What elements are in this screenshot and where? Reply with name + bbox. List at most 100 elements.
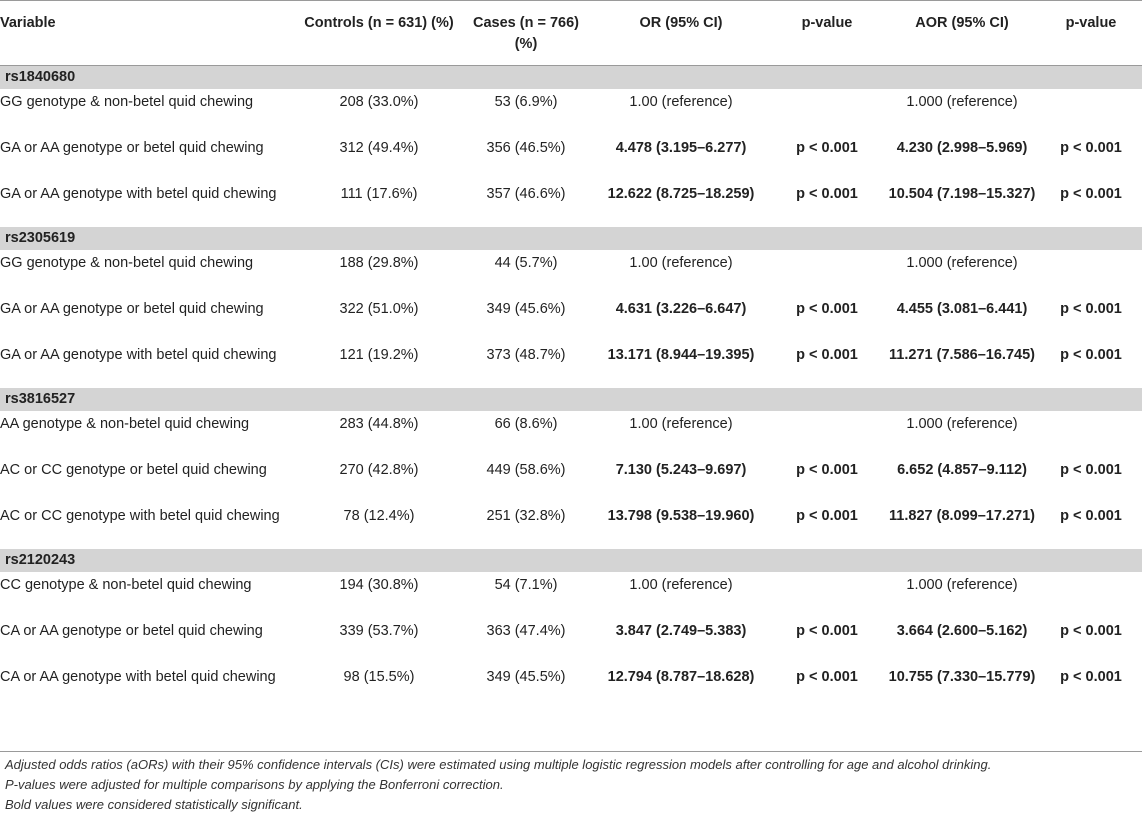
table-row: GA or AA genotype with betel quid chewin…	[0, 181, 1142, 227]
cell-variable: CC genotype & non-betel quid chewing	[0, 577, 252, 593]
cell-aor: 3.664 (2.600–5.162)	[896, 623, 1028, 639]
cell-cases: 66 (8.6%)	[494, 416, 558, 432]
cell-p1: p < 0.001	[796, 508, 858, 524]
cell-aor: 11.827 (8.099–17.271)	[889, 508, 1035, 524]
cell-p2: p < 0.001	[1060, 669, 1122, 685]
results-table: Variable Controls (n = 631) (%) Cases (n…	[0, 0, 1142, 711]
cell-p2: p < 0.001	[1060, 186, 1122, 202]
cell-aor: 1.000 (reference)	[906, 255, 1018, 271]
cell-variable: CA or AA genotype with betel quid chewin…	[0, 669, 276, 685]
section-header-row: rs1840680	[0, 65, 1142, 89]
cell-controls: 121 (19.2%)	[339, 347, 419, 363]
cell-or: 12.794 (8.787–18.628)	[607, 669, 755, 685]
cell-controls: 339 (53.7%)	[339, 623, 419, 639]
cell-p1: p < 0.001	[796, 347, 858, 363]
cell-aor: 1.000 (reference)	[906, 577, 1018, 593]
cell-or: 1.00 (reference)	[629, 577, 733, 593]
cell-p2: p < 0.001	[1060, 140, 1122, 156]
header-or: OR (95% CI)	[592, 0, 770, 66]
cell-controls: 188 (29.8%)	[339, 255, 419, 271]
cell-p1: p < 0.001	[796, 140, 858, 156]
cell-variable: GA or AA genotype or betel quid chewing	[0, 301, 264, 317]
table-row: CC genotype & non-betel quid chewing 194 …	[0, 572, 1142, 618]
cell-controls: 194 (30.8%)	[339, 577, 419, 593]
cell-or: 13.798 (9.538–19.960)	[607, 508, 755, 524]
cell-or: 4.478 (3.195–6.277)	[615, 140, 747, 156]
cell-p1: p < 0.001	[796, 301, 858, 317]
header-row: Variable Controls (n = 631) (%) Cases (n…	[0, 0, 1142, 66]
cell-p1: p < 0.001	[796, 462, 858, 478]
table-row: GG genotype & non-betel quid chewing 188 …	[0, 250, 1142, 296]
cell-controls: 98 (15.5%)	[343, 669, 415, 685]
cell-controls: 111 (17.6%)	[340, 186, 418, 202]
cell-p2: p < 0.001	[1060, 347, 1122, 363]
cell-controls: 78 (12.4%)	[343, 508, 415, 524]
section-header-row: rs2120243	[0, 549, 1142, 572]
cell-or: 3.847 (2.749–5.383)	[615, 623, 747, 639]
cell-aor: 11.271 (7.586–16.745)	[889, 347, 1035, 363]
cell-cases: 356 (46.5%)	[486, 140, 566, 156]
cell-cases: 449 (58.6%)	[486, 462, 566, 478]
cell-controls: 270 (42.8%)	[339, 462, 419, 478]
cell-cases: 349 (45.5%)	[486, 669, 566, 685]
table-row: GA or AA genotype or betel quid chewing 3…	[0, 296, 1142, 342]
cell-cases: 251 (32.8%)	[486, 508, 566, 524]
cell-variable: GA or AA genotype or betel quid chewing	[0, 140, 264, 156]
cell-aor: 6.652 (4.857–9.112)	[897, 462, 1027, 478]
footnote: Adjusted odds ratios (aORs) with their 9…	[5, 757, 992, 772]
header-aor: AOR (95% CI)	[884, 0, 1040, 66]
cell-or: 1.00 (reference)	[629, 94, 733, 110]
table-row: GG genotype & non-betel quid chewing 208 …	[0, 89, 1142, 135]
cell-p1: p < 0.001	[796, 623, 858, 639]
snp-section-title: rs1840680	[0, 65, 1142, 89]
footnote: Bold values were considered statisticall…	[5, 797, 303, 812]
cell-cases: 44 (5.7%)	[494, 255, 558, 271]
cell-variable: GA or AA genotype with betel quid chewin…	[0, 347, 277, 363]
cell-p1	[770, 572, 884, 618]
cell-controls: 322 (51.0%)	[339, 301, 419, 317]
cell-aor: 1.000 (reference)	[906, 416, 1018, 432]
cell-p1	[770, 250, 884, 296]
cell-aor: 1.000 (reference)	[906, 94, 1018, 110]
cell-p2	[1040, 411, 1142, 457]
cell-aor: 4.455 (3.081–6.441)	[896, 301, 1028, 317]
table-row: GA or AA genotype with betel quid chewin…	[0, 342, 1142, 388]
cell-p1	[770, 411, 884, 457]
snp-section-title: rs3816527	[0, 388, 1142, 411]
cell-or: 1.00 (reference)	[629, 416, 733, 432]
cell-cases: 54 (7.1%)	[494, 577, 558, 593]
cell-p2: p < 0.001	[1060, 508, 1122, 524]
cell-p2: p < 0.001	[1060, 462, 1122, 478]
cell-variable: AA genotype & non-betel quid chewing	[0, 416, 250, 432]
cell-controls: 312 (49.4%)	[339, 140, 419, 156]
cell-or: 12.622 (8.725–18.259)	[607, 186, 755, 202]
table-footnotes: Adjusted odds ratios (aORs) with their 9…	[0, 751, 1142, 815]
cell-controls: 208 (33.0%)	[339, 94, 419, 110]
cell-variable: CA or AA genotype or betel quid chewing	[0, 623, 263, 639]
header-controls: Controls (n = 631) (%)	[298, 0, 460, 66]
cell-variable: AC or CC genotype or betel quid chewing	[0, 462, 267, 478]
cell-p2: p < 0.001	[1060, 301, 1122, 317]
table-body: rs1840680 GG genotype & non-betel quid ch…	[0, 65, 1142, 711]
table-row: AC or CC genotype or betel quid chewing 2…	[0, 457, 1142, 503]
cell-variable: GA or AA genotype with betel quid chewin…	[0, 186, 277, 202]
cell-aor: 4.230 (2.998–5.969)	[896, 140, 1028, 156]
cell-cases: 349 (45.6%)	[486, 301, 566, 317]
cell-variable: GG genotype & non-betel quid chewing	[0, 255, 254, 271]
cell-p1: p < 0.001	[796, 186, 858, 202]
cell-cases: 363 (47.4%)	[486, 623, 566, 639]
section-header-row: rs2305619	[0, 227, 1142, 250]
cell-or: 4.631 (3.226–6.647)	[615, 301, 747, 317]
table-row: GA or AA genotype or betel quid chewing 3…	[0, 135, 1142, 181]
cell-or: 7.130 (5.243–9.697)	[615, 462, 747, 478]
table-row: AC or CC genotype with betel quid chewin…	[0, 503, 1142, 549]
snp-section-title: rs2305619	[0, 227, 1142, 250]
cell-p2	[1040, 250, 1142, 296]
cell-p2	[1040, 572, 1142, 618]
header-cases: Cases (n = 766) (%)	[460, 0, 592, 66]
cell-p1: p < 0.001	[796, 669, 858, 685]
table-row: CA or AA genotype or betel quid chewing 3…	[0, 618, 1142, 664]
header-p-value: p-value	[770, 0, 884, 66]
table-row: CA or AA genotype with betel quid chewin…	[0, 664, 1142, 710]
